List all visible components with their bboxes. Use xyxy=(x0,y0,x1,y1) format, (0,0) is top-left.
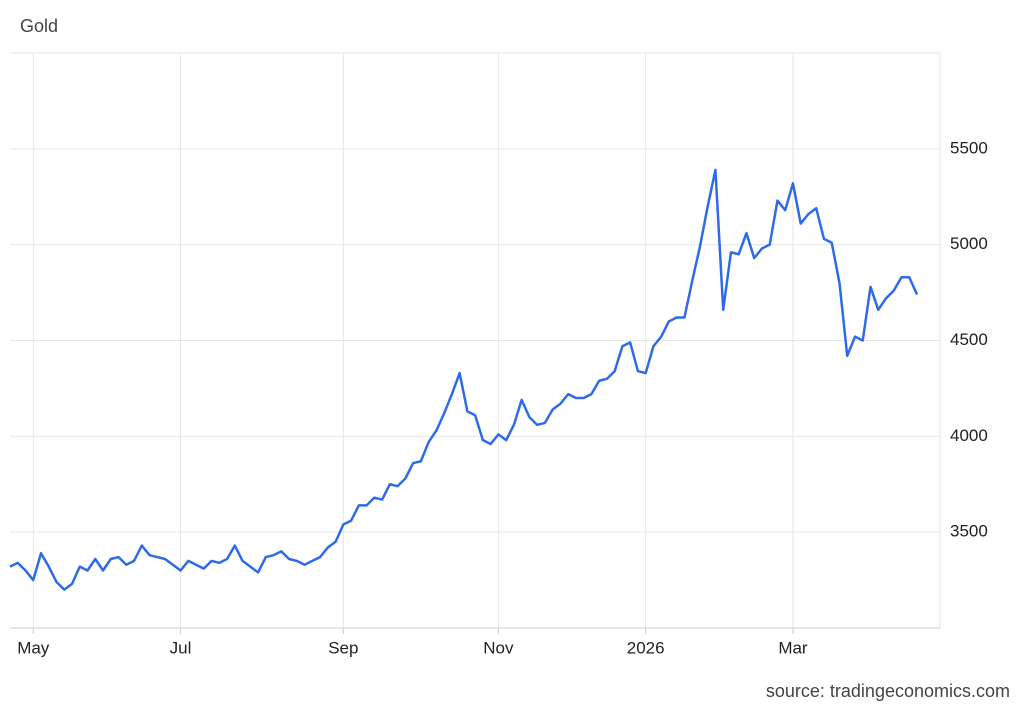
y-tick-label: 4000 xyxy=(950,426,988,445)
price-line xyxy=(9,168,919,591)
x-tick-label: Sep xyxy=(328,638,358,657)
chart-title: Gold xyxy=(20,16,58,36)
x-tick-label: Mar xyxy=(778,638,808,657)
x-tick-label: May xyxy=(17,638,50,657)
y-tick-label: 3500 xyxy=(950,522,988,541)
source: source: tradingeconomics.com xyxy=(766,681,1010,701)
x-tick-label: 2026 xyxy=(627,638,665,657)
y-tick-label: 5500 xyxy=(950,138,988,157)
x-tick-label: Jul xyxy=(170,638,192,657)
y-tick-label: 5000 xyxy=(950,234,988,253)
y-tick-label: 4500 xyxy=(950,330,988,349)
x-tick-label: Nov xyxy=(483,638,514,657)
